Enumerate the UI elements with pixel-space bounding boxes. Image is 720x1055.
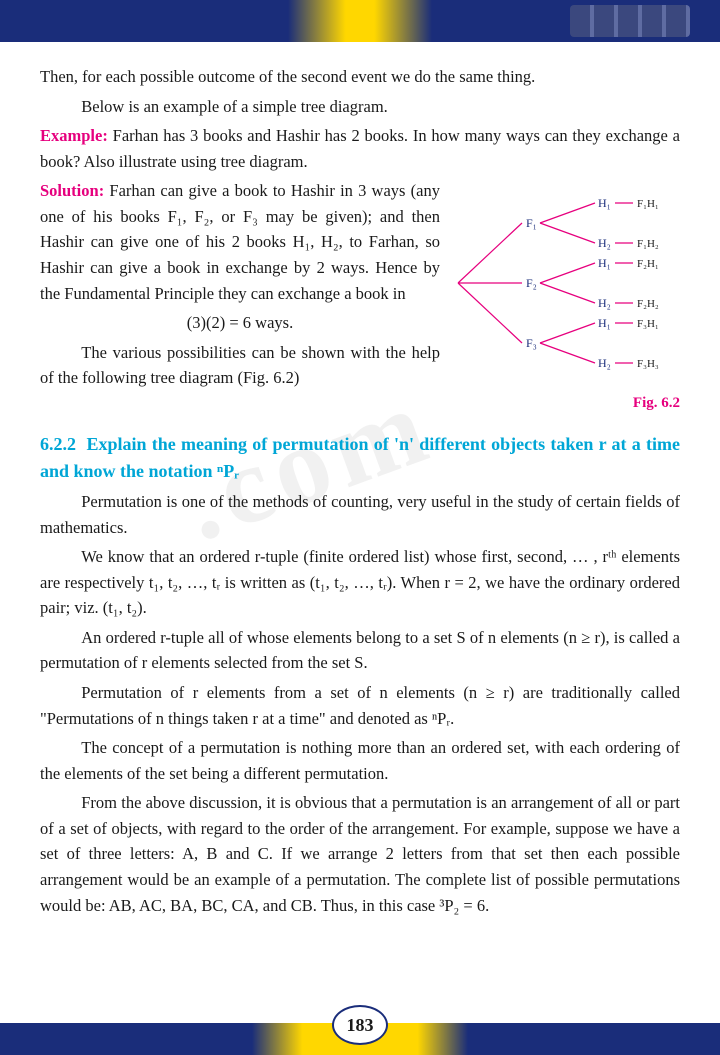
svg-text:F₃: F₃ bbox=[526, 336, 537, 350]
solution-text-2: The various possibilities can be shown w… bbox=[40, 340, 440, 391]
body-p5: The concept of a permutation is nothing … bbox=[40, 735, 680, 786]
svg-text:F₁H₁: F₁H₁ bbox=[637, 198, 659, 210]
example-label: Example: bbox=[40, 126, 108, 145]
svg-text:F₃H₁: F₃H₁ bbox=[637, 318, 659, 330]
page-content: Then, for each possible outcome of the s… bbox=[0, 42, 720, 918]
top-banner bbox=[0, 0, 720, 42]
solution-row: Solution: Farhan can give a book to Hash… bbox=[40, 178, 680, 415]
svg-text:F₂H₁: F₂H₁ bbox=[637, 258, 659, 270]
svg-text:F₃H₃: F₃H₃ bbox=[637, 358, 659, 370]
bottom-banner: 183 bbox=[0, 995, 720, 1055]
svg-text:F₁H₂: F₁H₂ bbox=[637, 238, 659, 250]
intro-line-2: Below is an example of a simple tree dia… bbox=[40, 94, 680, 120]
svg-text:H₁: H₁ bbox=[598, 316, 611, 330]
example-block: Example: Farhan has 3 books and Hashir h… bbox=[40, 123, 680, 174]
solution-text-col: Solution: Farhan can give a book to Hash… bbox=[40, 178, 440, 415]
body-p1: Permutation is one of the methods of cou… bbox=[40, 489, 680, 540]
heading-num: 6.2.2 bbox=[40, 434, 76, 454]
page-number: 183 bbox=[332, 1005, 388, 1045]
svg-text:H₂: H₂ bbox=[598, 236, 611, 250]
tree-svg: F₁H₁F₁H₁H₂F₁H₂F₂H₁F₂H₁H₂F₂H₂F₃H₁F₃H₁H₂F₃… bbox=[450, 178, 680, 388]
body-p6: From the above discussion, it is obvious… bbox=[40, 790, 680, 918]
body-p3: An ordered r-tuple all of whose elements… bbox=[40, 625, 680, 676]
section-heading: 6.2.2 Explain the meaning of permutation… bbox=[40, 431, 680, 485]
svg-text:F₂: F₂ bbox=[526, 276, 537, 290]
body-p2: We know that an ordered r-tuple (finite … bbox=[40, 544, 680, 621]
solution-para-1: Solution: Farhan can give a book to Hash… bbox=[40, 178, 440, 306]
svg-text:H₁: H₁ bbox=[598, 196, 611, 210]
svg-text:H₂: H₂ bbox=[598, 356, 611, 370]
svg-text:F₁: F₁ bbox=[526, 216, 537, 230]
intro-line-1: Then, for each possible outcome of the s… bbox=[40, 64, 680, 90]
example-text: Farhan has 3 books and Hashir has 2 book… bbox=[40, 126, 680, 171]
solution-calc: (3)(2) = 6 ways. bbox=[40, 310, 440, 336]
svg-text:F₂H₂: F₂H₂ bbox=[637, 298, 659, 310]
svg-text:H₂: H₂ bbox=[598, 296, 611, 310]
svg-text:H₁: H₁ bbox=[598, 256, 611, 270]
tree-diagram: F₁H₁F₁H₁H₂F₁H₂F₂H₁F₂H₁H₂F₂H₂F₃H₁F₃H₁H₂F₃… bbox=[450, 178, 680, 415]
figure-label: Fig. 6.2 bbox=[450, 392, 680, 415]
solution-label: Solution: bbox=[40, 181, 104, 200]
heading-text: Explain the meaning of permutation of 'n… bbox=[40, 434, 680, 481]
body-p4: Permutation of r elements from a set of … bbox=[40, 680, 680, 731]
